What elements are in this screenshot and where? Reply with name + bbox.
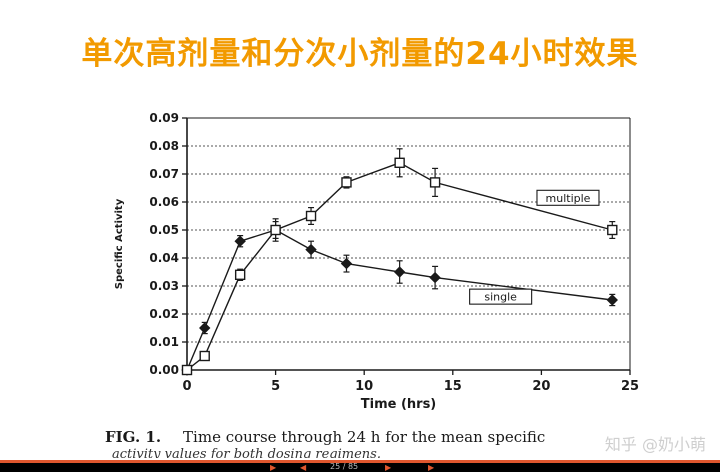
y-tick-label: 0.08: [149, 139, 179, 153]
slide-title: 单次高剂量和分次小剂量的24小时效果: [81, 36, 639, 72]
data-point-multiple: [234, 269, 246, 281]
specific-activity-chart: 0.00 0.01 0.02 0.03 0.04 0.05 0.06 0.07 0.08 0.09…: [100, 100, 660, 430]
data-point-single: [305, 243, 317, 256]
watermark: 知乎 @奶小萌: [604, 435, 706, 454]
y-tick-label: 0.06: [149, 195, 179, 209]
x-tick-label: 0: [182, 379, 191, 394]
data-point-multiple: [181, 364, 193, 376]
x-axis-label: Time (hrs): [361, 397, 437, 412]
chart-svg: 0.00 0.01 0.02 0.03 0.04 0.05 0.06 0.07 0.08 0.09…: [114, 111, 639, 412]
series-label-box-multiple: [536, 189, 600, 206]
data-point-single: [199, 322, 211, 334]
y-tick-label: 0.00: [149, 363, 179, 377]
data-point-multiple: [607, 224, 618, 236]
data-point-single: [234, 235, 246, 247]
figure-caption-line2: activity values for both dosing regimens…: [112, 448, 381, 458]
data-point-multiple: [305, 210, 317, 222]
figure-caption: FIG. 1. Time course through 24 h for the …: [105, 428, 715, 446]
series-line-single: [186, 229, 613, 371]
data-point-single: [429, 271, 441, 284]
first-slide-icon[interactable]: ▶: [270, 463, 277, 472]
data-point-multiple: [199, 350, 210, 362]
next-slide-icon[interactable]: ▶: [385, 463, 392, 472]
data-point-single: [393, 266, 406, 278]
x-tick-label: 25: [621, 379, 639, 394]
data-point-multiple: [394, 157, 405, 168]
y-tick-label: 0.07: [149, 167, 179, 181]
control-bar-accent: [0, 460, 720, 463]
data-point-single: [606, 294, 618, 306]
presentation-control-bar: ▶ ◀ 25 / 85 ▶ ▶: [0, 460, 720, 472]
data-point-multiple: [429, 177, 441, 188]
caption-figure-number: FIG. 1.: [105, 428, 162, 446]
y-tick-label: 0.03: [149, 279, 179, 293]
y-tick-label: 0.02: [149, 307, 179, 321]
y-tick-label: 0.01: [149, 335, 179, 349]
y-axis-label: Specific Activity: [114, 198, 125, 289]
y-tick-label: 0.04: [149, 251, 179, 265]
data-point-multiple: [270, 224, 281, 236]
x-tick-label: 20: [532, 379, 550, 394]
series-label-single: single: [484, 291, 517, 304]
data-point-single: [340, 257, 353, 270]
x-tick-label: 15: [444, 379, 462, 394]
caption-text: Time course through 24 h for the mean sp…: [183, 428, 546, 446]
y-tick-label: 0.05: [149, 223, 179, 237]
y-tick-label: 0.09: [149, 111, 179, 125]
x-tick-label: 10: [355, 379, 373, 394]
page-indicator: 25 / 85: [330, 462, 359, 471]
x-tick-label: 5: [271, 379, 280, 394]
last-slide-icon[interactable]: ▶: [428, 463, 435, 472]
previous-slide-icon[interactable]: ◀: [300, 463, 307, 472]
data-point-multiple: [341, 177, 352, 188]
series-label-multiple: multiple: [546, 192, 591, 205]
series-label-box-single: [469, 288, 533, 305]
